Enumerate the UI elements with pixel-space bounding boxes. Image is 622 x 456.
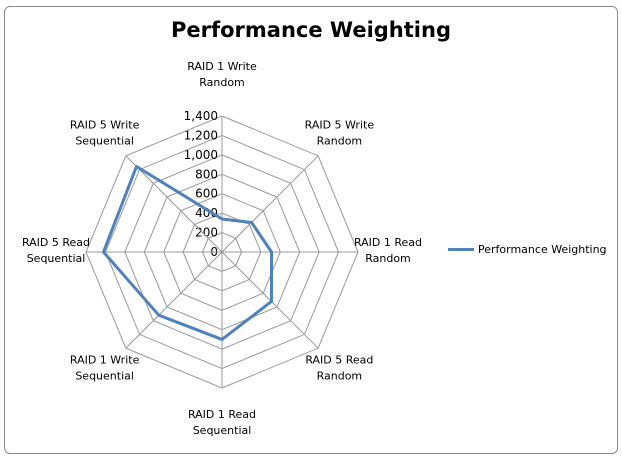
legend-label: Performance Weighting	[478, 243, 607, 256]
category-label: RAID 1 Read	[354, 236, 422, 249]
category-label: RAID 1 Write	[187, 60, 257, 73]
spoke	[125, 251, 223, 349]
series-line	[101, 164, 274, 341]
tick-label: 1,200	[184, 128, 218, 142]
category-label: Random	[365, 252, 411, 265]
tick-label: 400	[195, 206, 218, 220]
tick-label: 1,400	[184, 109, 218, 123]
category-label: Sequential	[75, 135, 134, 148]
category-label: RAID 1 Read	[188, 408, 256, 421]
category-label: Random	[199, 76, 245, 89]
tick-label: 800	[195, 167, 218, 181]
spoke	[125, 155, 223, 253]
tick-label: 600	[195, 187, 218, 201]
category-label: RAID 5 Read	[305, 353, 373, 366]
legend: Performance Weighting	[448, 243, 607, 256]
category-label: Sequential	[193, 424, 252, 437]
chart-area[interactable]	[4, 6, 618, 454]
tick-label: 200	[195, 226, 218, 240]
tick-label: 1,000	[184, 148, 218, 162]
category-label: RAID 5 Read	[22, 236, 90, 249]
category-label: RAID 5 Write	[305, 119, 375, 132]
category-label: Sequential	[27, 252, 86, 265]
legend-swatch	[448, 248, 474, 251]
category-label: RAID 1 Write	[70, 353, 140, 366]
category-label: RAID 5 Write	[70, 119, 140, 132]
spoke	[221, 155, 319, 253]
chart-title: Performance Weighting	[171, 18, 451, 42]
category-label: Random	[317, 369, 363, 382]
category-label: Random	[317, 135, 363, 148]
category-label: Sequential	[75, 369, 134, 382]
